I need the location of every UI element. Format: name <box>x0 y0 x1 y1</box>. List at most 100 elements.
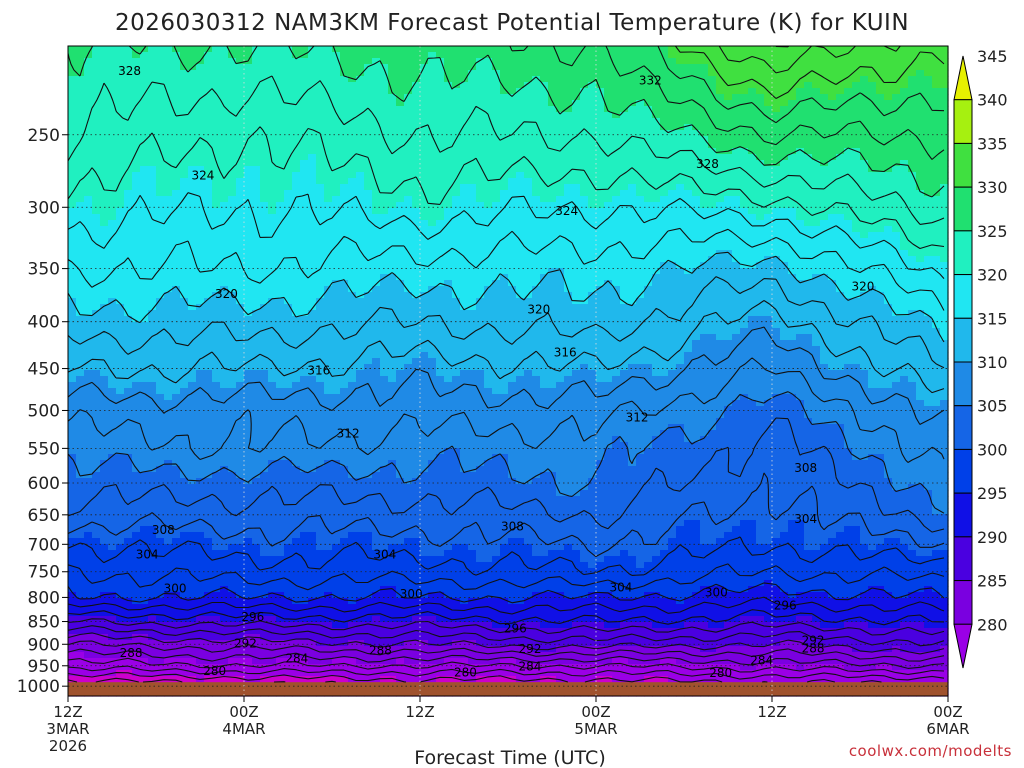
field-cell <box>188 238 197 245</box>
field-cell <box>244 514 253 521</box>
field-cell <box>164 424 173 431</box>
field-cell <box>148 184 157 191</box>
field-cell <box>84 628 93 635</box>
field-cell <box>348 202 357 209</box>
field-cell <box>404 58 413 65</box>
field-cell <box>268 598 277 605</box>
field-cell <box>356 196 365 203</box>
field-cell <box>324 436 333 443</box>
field-cell <box>348 442 357 449</box>
field-cell <box>372 130 381 137</box>
field-cell <box>148 124 157 131</box>
field-cell <box>220 370 229 377</box>
field-cell <box>188 544 197 551</box>
field-cell <box>156 532 165 539</box>
field-cell <box>68 388 77 395</box>
field-cell <box>260 46 269 53</box>
field-cell <box>276 634 285 641</box>
field-cell <box>356 274 365 281</box>
field-cell <box>292 340 301 347</box>
field-cell <box>380 244 389 251</box>
field-cell <box>140 196 149 203</box>
field-cell <box>236 412 245 419</box>
field-cell <box>212 580 221 587</box>
field-cell <box>172 154 181 161</box>
field-cell <box>380 160 389 167</box>
field-cell <box>164 358 173 365</box>
field-cell <box>236 610 245 617</box>
field-cell <box>332 64 341 71</box>
field-cell <box>396 268 405 275</box>
field-cell <box>292 280 301 287</box>
field-cell <box>372 340 381 347</box>
field-cell <box>284 322 293 329</box>
field-cell <box>316 316 325 323</box>
field-cell <box>236 298 245 305</box>
field-cell <box>356 658 365 665</box>
field-cell <box>180 70 189 77</box>
field-cell <box>412 652 421 659</box>
field-cell <box>212 172 221 179</box>
field-cell <box>100 592 109 599</box>
field-cell <box>356 88 365 95</box>
field-cell <box>188 520 197 527</box>
field-cell <box>404 262 413 269</box>
field-cell <box>164 628 173 635</box>
field-cell <box>180 268 189 275</box>
field-cell <box>92 304 101 311</box>
field-cell <box>108 280 117 287</box>
field-cell <box>284 520 293 527</box>
field-cell <box>252 76 261 83</box>
field-cell <box>204 406 213 413</box>
field-cell <box>196 484 205 491</box>
field-cell <box>76 670 85 677</box>
field-cell <box>284 610 293 617</box>
field-cell <box>396 286 405 293</box>
field-cell <box>284 376 293 383</box>
field-cell <box>404 460 413 467</box>
field-cell <box>356 406 365 413</box>
field-cell <box>260 172 269 179</box>
field-cell <box>428 88 437 95</box>
field-cell <box>180 508 189 515</box>
field-cell <box>68 148 77 155</box>
field-cell <box>348 232 357 239</box>
field-cell <box>204 484 213 491</box>
field-cell <box>268 64 277 71</box>
field-cell <box>140 490 149 497</box>
field-cell <box>300 502 309 509</box>
field-cell <box>100 124 109 131</box>
field-cell <box>404 364 413 371</box>
field-cell <box>116 58 125 65</box>
field-cell <box>316 214 325 221</box>
field-cell <box>332 142 341 149</box>
field-cell <box>164 262 173 269</box>
field-cell <box>108 118 117 125</box>
field-cell <box>180 58 189 65</box>
field-cell <box>236 628 245 635</box>
field-cell <box>380 292 389 299</box>
field-cell <box>348 352 357 359</box>
field-cell <box>204 580 213 587</box>
field-cell <box>308 664 317 671</box>
field-cell <box>260 616 269 623</box>
field-cell <box>364 160 373 167</box>
field-cell <box>140 472 149 479</box>
field-cell <box>108 640 117 647</box>
field-cell <box>404 166 413 173</box>
field-cell <box>252 400 261 407</box>
field-cell <box>292 178 301 185</box>
field-cell <box>356 412 365 419</box>
field-cell <box>428 424 437 431</box>
field-cell <box>308 568 317 575</box>
field-cell <box>388 364 397 371</box>
field-cell <box>188 316 197 323</box>
field-cell <box>236 592 245 599</box>
field-cell <box>388 232 397 239</box>
field-cell <box>244 538 253 545</box>
field-cell <box>196 64 205 71</box>
field-cell <box>180 358 189 365</box>
field-cell <box>404 334 413 341</box>
field-cell <box>372 502 381 509</box>
field-cell <box>348 88 357 95</box>
